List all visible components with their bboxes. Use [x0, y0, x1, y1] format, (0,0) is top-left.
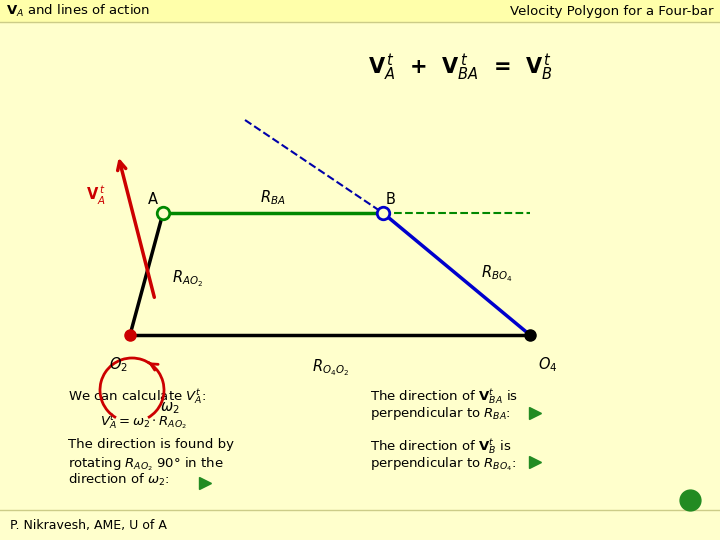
Text: $R_{O_4O_2}$: $R_{O_4O_2}$ — [312, 357, 348, 377]
Text: The direction of $\mathbf{V}^t_{BA}$ is: The direction of $\mathbf{V}^t_{BA}$ is — [370, 388, 518, 407]
Text: The direction of $\mathbf{V}^t_{B}$ is: The direction of $\mathbf{V}^t_{B}$ is — [370, 438, 512, 457]
Text: direction of $\omega_2$:: direction of $\omega_2$: — [68, 472, 170, 488]
Text: $V^t_{A} = \omega_2 \cdot R_{AO_2}$: $V^t_{A} = \omega_2 \cdot R_{AO_2}$ — [100, 413, 187, 432]
Text: B: B — [386, 192, 396, 206]
Text: A: A — [148, 192, 158, 206]
Text: We can calculate $V^t_{A}$:: We can calculate $V^t_{A}$: — [68, 388, 206, 407]
Text: $R_{AO_2}$: $R_{AO_2}$ — [172, 269, 203, 289]
Text: perpendicular to $R_{BO_4}$:: perpendicular to $R_{BO_4}$: — [370, 455, 516, 472]
Text: The direction is found by: The direction is found by — [68, 438, 234, 451]
Text: $\omega_2$: $\omega_2$ — [160, 400, 179, 416]
Text: $R_{BA}$: $R_{BA}$ — [260, 188, 286, 207]
Text: $\mathbf{V}_{A}$ and lines of action: $\mathbf{V}_{A}$ and lines of action — [6, 3, 150, 19]
Text: $\mathbf{V}^{\,t}_{A}$  +  $\mathbf{V}^{\,t}_{BA}$  =  $\mathbf{V}^{\,t}_{B}$: $\mathbf{V}^{\,t}_{A}$ + $\mathbf{V}^{\,… — [368, 52, 552, 84]
Text: $\mathbf{V}^{\,t}_{A}$: $\mathbf{V}^{\,t}_{A}$ — [86, 184, 106, 207]
Text: $O_4$: $O_4$ — [539, 355, 558, 374]
Bar — [0, 0, 720, 22]
Text: rotating $R_{AO_2}$ 90° in the: rotating $R_{AO_2}$ 90° in the — [68, 455, 224, 472]
Text: P. Nikravesh, AME, U of A: P. Nikravesh, AME, U of A — [10, 518, 167, 531]
Text: Velocity Polygon for a Four-bar: Velocity Polygon for a Four-bar — [510, 4, 714, 17]
Text: $O_2$: $O_2$ — [109, 355, 127, 374]
Text: $R_{BO_4}$: $R_{BO_4}$ — [481, 264, 513, 284]
Text: perpendicular to $R_{BA}$:: perpendicular to $R_{BA}$: — [370, 405, 511, 422]
